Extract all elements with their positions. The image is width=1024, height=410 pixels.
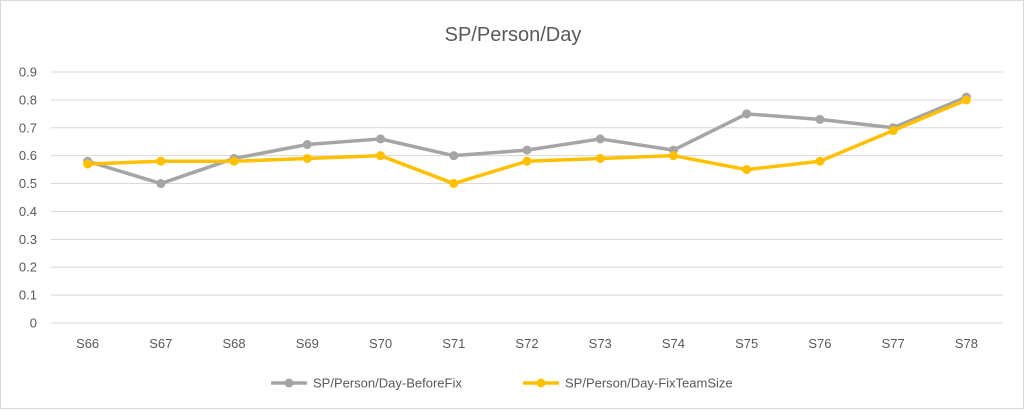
x-tick-label: S78 bbox=[955, 336, 978, 351]
x-tick-label: S77 bbox=[882, 336, 905, 351]
data-point bbox=[815, 114, 825, 124]
data-point bbox=[522, 145, 532, 155]
y-tick-label: 0.7 bbox=[19, 120, 37, 135]
x-tick-label: S74 bbox=[662, 336, 685, 351]
legend-item: SP/Person/Day-FixTeamSize bbox=[523, 376, 733, 391]
data-point bbox=[668, 151, 678, 161]
gridlines bbox=[51, 71, 1003, 324]
data-point bbox=[888, 126, 898, 136]
y-tick-label: 0.3 bbox=[19, 232, 37, 247]
data-point bbox=[302, 140, 312, 150]
y-tick-label: 0.8 bbox=[19, 92, 37, 107]
data-point bbox=[156, 156, 166, 166]
x-tick-label: S72 bbox=[515, 336, 538, 351]
y-tick-label: 0.4 bbox=[19, 204, 37, 219]
data-point bbox=[449, 179, 459, 189]
x-tick-label: S70 bbox=[369, 336, 392, 351]
data-point bbox=[815, 156, 825, 166]
x-tick-label: S67 bbox=[149, 336, 172, 351]
data-point bbox=[522, 156, 532, 166]
series-line bbox=[85, 98, 969, 186]
x-tick-label: S76 bbox=[808, 336, 831, 351]
x-tick-label: S71 bbox=[442, 336, 465, 351]
y-axis-ticks: 0 0.1 0.2 0.3 0.4 0.5 0.6 0.7 0.8 0.9 bbox=[19, 65, 37, 331]
legend-item: SP/Person/Day-BeforeFix bbox=[271, 376, 462, 391]
x-tick-label: S66 bbox=[76, 336, 99, 351]
series-2 bbox=[83, 95, 971, 189]
series-group bbox=[83, 92, 971, 189]
data-point bbox=[376, 151, 386, 161]
legend: SP/Person/Day-BeforeFix SP/Person/Day-Fix… bbox=[271, 376, 733, 391]
data-point bbox=[83, 159, 93, 169]
y-tick-label: 0.2 bbox=[19, 260, 37, 275]
legend-label: SP/Person/Day-BeforeFix bbox=[313, 376, 462, 391]
x-tick-label: S69 bbox=[296, 336, 319, 351]
x-tick-label: S68 bbox=[223, 336, 246, 351]
data-point bbox=[595, 153, 605, 163]
data-point bbox=[961, 95, 971, 105]
y-tick-label: 0.6 bbox=[19, 148, 37, 163]
legend-marker bbox=[284, 378, 294, 388]
data-point bbox=[449, 151, 459, 161]
y-tick-label: 0.1 bbox=[19, 288, 37, 303]
data-point bbox=[742, 109, 752, 119]
series-line bbox=[85, 95, 969, 186]
data-point bbox=[229, 156, 239, 166]
x-tick-label: S73 bbox=[589, 336, 612, 351]
data-point bbox=[595, 134, 605, 144]
series-1 bbox=[83, 92, 971, 189]
legend-marker bbox=[536, 378, 546, 388]
data-point bbox=[156, 179, 166, 189]
y-tick-label: 0.5 bbox=[19, 176, 37, 191]
x-tick-label: S75 bbox=[735, 336, 758, 351]
chart-title: SP/Person/Day bbox=[445, 24, 582, 46]
legend-label: SP/Person/Day-FixTeamSize bbox=[565, 376, 733, 391]
data-point bbox=[302, 153, 312, 163]
data-point bbox=[742, 165, 752, 175]
y-tick-label: 0.9 bbox=[19, 65, 37, 80]
x-axis-ticks: S66 S67 S68 S69 S70 S71 S72 S73 S74 S75 S76 S77 S78 bbox=[76, 336, 978, 351]
data-point bbox=[376, 134, 386, 144]
y-tick-label: 0 bbox=[30, 316, 37, 331]
